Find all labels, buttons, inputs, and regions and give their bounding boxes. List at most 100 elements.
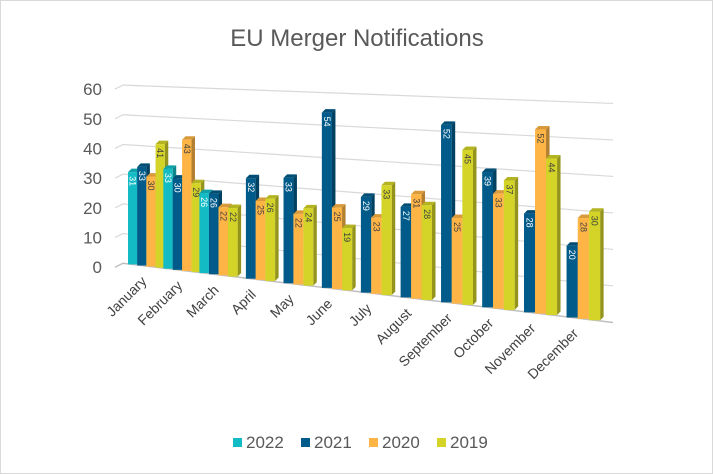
bar-front xyxy=(381,185,392,296)
x-tick-label: April xyxy=(228,286,259,317)
bar-2019-april: 26 xyxy=(265,195,279,282)
data-label: 32 xyxy=(246,182,256,192)
data-label: 54 xyxy=(322,117,332,127)
bar-front xyxy=(588,211,601,321)
bar-side xyxy=(600,208,604,321)
data-label: 26 xyxy=(209,198,219,208)
legend-label: 2020 xyxy=(382,433,420,452)
x-tick-label: July xyxy=(346,300,375,329)
bar-top xyxy=(482,168,497,173)
bar-side xyxy=(391,181,396,296)
bar-top xyxy=(321,109,336,113)
y-tick-label: 40 xyxy=(83,139,102,158)
legend-label: 2022 xyxy=(246,433,284,452)
x-tick-label: May xyxy=(267,291,297,321)
data-label: 23 xyxy=(371,222,381,232)
bar-2019-august: 28 xyxy=(421,201,436,300)
data-label: 25 xyxy=(452,222,462,232)
bar-side xyxy=(313,204,317,286)
data-label: 19 xyxy=(342,232,352,242)
data-label: 33 xyxy=(137,171,147,181)
bar-front xyxy=(441,124,452,303)
bar-front xyxy=(400,206,412,298)
bar-side xyxy=(275,195,279,282)
bar-top xyxy=(421,201,436,206)
bar-top xyxy=(462,146,477,151)
legend-item-2020: 2020 xyxy=(369,433,420,452)
bar-2019-september: 45 xyxy=(462,146,477,305)
bar-side xyxy=(352,224,356,291)
bar-2019-november: 44 xyxy=(546,155,561,316)
bar-front xyxy=(255,201,266,280)
y-tick-label: 30 xyxy=(83,169,102,188)
bar-front xyxy=(546,158,558,316)
bar-top xyxy=(342,224,356,229)
data-label: 44 xyxy=(547,163,557,173)
y-tick-label: 60 xyxy=(83,80,102,99)
data-label: 33 xyxy=(283,182,293,192)
data-label: 26 xyxy=(265,203,275,213)
bar-top xyxy=(191,179,205,184)
data-label: 28 xyxy=(422,209,432,219)
legend-item-2021: 2021 xyxy=(301,433,352,452)
bar-top xyxy=(503,176,519,181)
data-label: 31 xyxy=(128,176,138,186)
x-tick-label: October xyxy=(450,315,497,362)
bar-top xyxy=(535,126,550,130)
bar-side xyxy=(472,146,477,305)
bar-side xyxy=(557,155,561,316)
data-label: 43 xyxy=(182,144,192,154)
data-label: 25 xyxy=(332,212,342,222)
bar-top xyxy=(411,190,426,195)
bar-top xyxy=(137,163,150,167)
bar-2019-march: 22 xyxy=(228,204,242,277)
data-label: 33 xyxy=(493,198,503,208)
y-tick-label: 0 xyxy=(93,258,102,277)
legend-swatch xyxy=(369,438,378,447)
legend-label: 2021 xyxy=(314,433,352,452)
bar-front xyxy=(451,217,463,304)
bar-front xyxy=(342,228,353,291)
bar-front xyxy=(321,112,332,288)
bar-front xyxy=(191,183,201,273)
data-label: 26 xyxy=(199,197,209,207)
bar-top xyxy=(283,174,297,178)
bar-front xyxy=(163,168,173,269)
data-label: 28 xyxy=(525,218,535,228)
bar-top xyxy=(155,140,169,145)
data-label: 39 xyxy=(483,176,493,186)
bar-front xyxy=(245,178,256,279)
data-label: 52 xyxy=(536,134,546,144)
bar-front xyxy=(128,172,138,265)
bar-top xyxy=(493,190,508,194)
bar-2019-july: 33 xyxy=(381,181,396,296)
bar-front xyxy=(482,172,494,308)
bar-front xyxy=(303,208,314,286)
x-tick-label: March xyxy=(183,282,222,321)
data-label: 29 xyxy=(191,187,201,197)
bar-front xyxy=(146,176,156,267)
legend-swatch xyxy=(437,438,446,447)
bar-top xyxy=(577,214,593,219)
data-label: 28 xyxy=(578,222,588,232)
data-label: 24 xyxy=(303,212,313,222)
bar-top xyxy=(381,181,396,186)
y-tick-label: 10 xyxy=(83,229,102,248)
bar-top xyxy=(265,195,279,199)
y-tick-label: 20 xyxy=(83,199,102,218)
bar-front xyxy=(535,129,547,314)
bar-front xyxy=(208,193,219,275)
bar-front xyxy=(524,213,536,313)
data-label: 30 xyxy=(146,181,156,191)
legend-swatch xyxy=(233,438,242,447)
bar-front xyxy=(462,150,473,305)
bar-top xyxy=(303,204,317,209)
data-label: 25 xyxy=(255,205,265,215)
data-label: 31 xyxy=(411,198,421,208)
bar-front xyxy=(283,177,294,284)
bar-front xyxy=(137,166,147,266)
legend-item-2022: 2022 xyxy=(233,433,284,452)
data-label: 27 xyxy=(401,211,411,221)
